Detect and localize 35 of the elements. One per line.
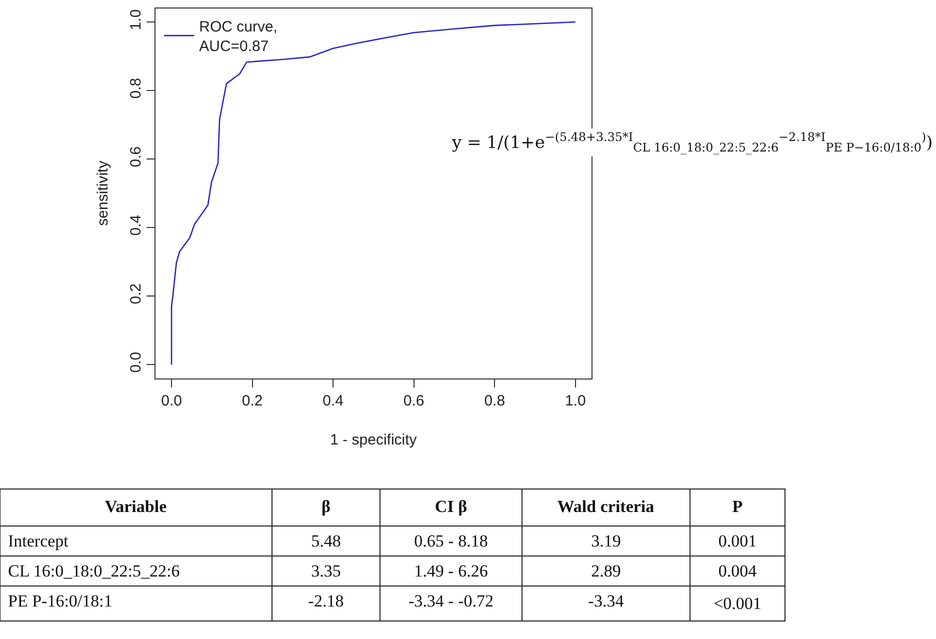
text: CL 16:0_18:0_22:5_22:6: [8, 562, 180, 581]
text: 3.35: [311, 562, 341, 581]
y-tick-label: 0.8: [127, 78, 144, 99]
x-tick-label: 0.6: [403, 392, 424, 410]
text: -2.18: [308, 592, 344, 611]
text: <0.001: [714, 594, 762, 613]
text: Intercept: [8, 532, 69, 551]
category-label: Variable: [104, 496, 168, 516]
legend-label: ROC curve, AUC=0.87: [199, 18, 278, 56]
x-tick-label: 0.4: [322, 392, 344, 410]
y-axis-title: sensitivity: [94, 160, 112, 226]
x-tick-label: 0.2: [242, 392, 263, 410]
text: 3.19: [591, 532, 621, 551]
x-axis-title: 1 - specificity: [330, 431, 418, 448]
category-label: Wald criteria: [557, 496, 655, 516]
text: -3.34: [588, 592, 624, 611]
x-tick-label: 1.0: [564, 392, 586, 410]
y-tick-label: 0.0: [127, 352, 144, 373]
text: 0.001: [718, 532, 757, 551]
x-tick-label: 0.8: [484, 392, 506, 410]
text: -3.34 - -0.72: [408, 592, 494, 611]
text: 5.48: [311, 532, 341, 551]
category-label: β: [322, 496, 330, 516]
text: 0.65 - 8.18: [414, 532, 488, 551]
y-tick-label: 1.0: [127, 9, 144, 30]
text: 2.89: [591, 562, 621, 581]
x-tick-label: 0.0: [161, 392, 182, 410]
category-label: P: [732, 496, 743, 516]
category-label: CI β: [434, 496, 468, 516]
text: 1.49 - 6.26: [414, 562, 488, 581]
text: 0.004: [718, 562, 758, 581]
y-tick-label: 0.2: [127, 283, 144, 304]
y-tick-label: 0.4: [127, 214, 144, 236]
y-tick-label: 0.6: [127, 146, 144, 168]
text: PE P-16:0/18:1: [8, 592, 112, 611]
